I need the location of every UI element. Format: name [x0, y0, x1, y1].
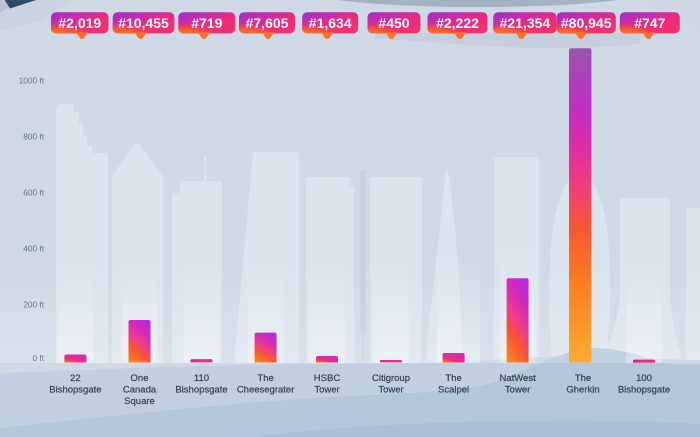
svg-text:#7,605: #7,605 — [246, 15, 289, 31]
svg-text:HSBC: HSBC — [314, 373, 341, 384]
svg-text:Tower: Tower — [314, 385, 339, 396]
svg-text:#21,354: #21,354 — [500, 15, 551, 31]
svg-text:#2,019: #2,019 — [58, 15, 101, 31]
svg-text:Cheesegrater: Cheesegrater — [237, 385, 295, 396]
svg-text:#10,455: #10,455 — [118, 15, 169, 31]
svg-text:0 ft: 0 ft — [32, 353, 44, 363]
svg-text:The: The — [257, 373, 273, 384]
svg-text:NatWest: NatWest — [499, 373, 536, 384]
svg-text:#747: #747 — [634, 15, 665, 31]
svg-text:200 ft: 200 ft — [23, 300, 44, 310]
svg-text:Tower: Tower — [378, 385, 403, 396]
svg-text:#2,222: #2,222 — [436, 15, 479, 31]
svg-text:Square: Square — [124, 396, 155, 407]
svg-text:Citigroup: Citigroup — [372, 373, 410, 384]
svg-text:#450: #450 — [378, 15, 409, 31]
svg-text:110: 110 — [194, 373, 209, 384]
svg-text:#1,634: #1,634 — [309, 15, 352, 31]
svg-text:Canada: Canada — [123, 385, 157, 396]
svg-text:100: 100 — [636, 373, 652, 384]
svg-text:Bishopsgate: Bishopsgate — [49, 385, 101, 396]
svg-text:Gherkin: Gherkin — [566, 385, 599, 396]
svg-text:Tower: Tower — [505, 385, 530, 396]
svg-text:The: The — [445, 373, 461, 384]
svg-text:600 ft: 600 ft — [23, 188, 44, 198]
svg-text:800 ft: 800 ft — [23, 132, 44, 142]
svg-text:22: 22 — [70, 373, 81, 384]
svg-text:#719: #719 — [191, 15, 222, 31]
svg-text:1000 ft: 1000 ft — [19, 76, 45, 86]
svg-text:Bishopsgate: Bishopsgate — [175, 385, 227, 396]
svg-text:400 ft: 400 ft — [23, 244, 44, 254]
svg-text:#80,945: #80,945 — [561, 15, 612, 31]
svg-text:Bishopsgate: Bishopsgate — [618, 385, 670, 396]
svg-text:The: The — [575, 373, 591, 384]
svg-text:Scalpel: Scalpel — [438, 385, 469, 396]
svg-text:One: One — [131, 373, 149, 384]
